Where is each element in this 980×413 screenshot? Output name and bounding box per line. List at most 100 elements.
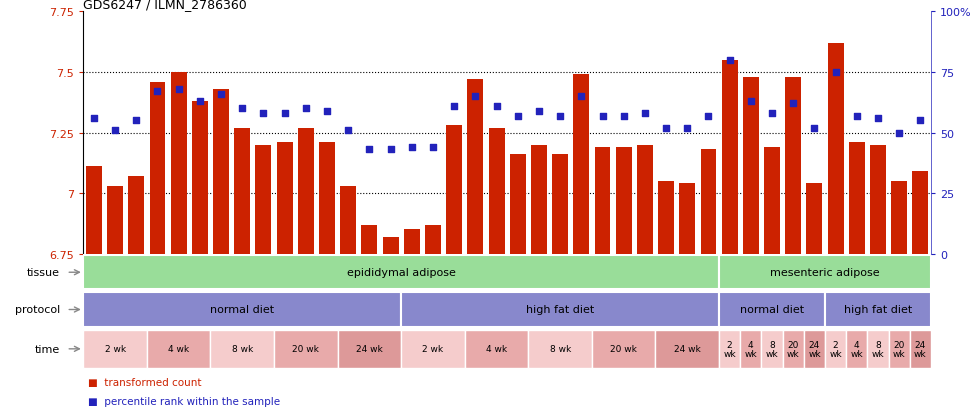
Text: 2 wk: 2 wk — [422, 344, 444, 354]
Bar — [740, 330, 761, 368]
Point — [510, 113, 525, 120]
Point — [467, 94, 483, 100]
Bar — [382, 237, 399, 254]
Text: normal diet: normal diet — [740, 305, 805, 315]
Point — [679, 125, 695, 132]
Text: high fat diet: high fat diet — [526, 305, 594, 315]
Bar — [319, 143, 335, 254]
Bar — [867, 330, 889, 368]
Text: 4 wk: 4 wk — [169, 344, 189, 354]
Bar — [274, 330, 337, 368]
Bar — [425, 225, 441, 254]
Point — [171, 86, 186, 93]
Point — [785, 101, 801, 107]
Bar — [679, 184, 695, 254]
Bar — [573, 75, 589, 254]
Point — [362, 147, 377, 153]
Point — [86, 115, 102, 122]
Bar — [404, 230, 419, 254]
Bar — [891, 181, 907, 254]
Text: 4
wk: 4 wk — [851, 340, 863, 358]
Bar — [401, 293, 719, 327]
Point — [128, 118, 144, 124]
Bar — [828, 44, 844, 254]
Bar — [467, 80, 483, 254]
Bar — [256, 145, 271, 254]
Bar — [719, 256, 931, 290]
Point — [659, 125, 674, 132]
Text: tissue: tissue — [27, 268, 60, 278]
Text: protocol: protocol — [15, 305, 60, 315]
Text: ■  percentile rank within the sample: ■ percentile rank within the sample — [88, 396, 280, 406]
Bar — [465, 330, 528, 368]
Bar — [489, 128, 505, 254]
Bar — [656, 330, 719, 368]
Text: high fat diet: high fat diet — [844, 305, 912, 315]
Bar — [446, 126, 463, 254]
Point — [340, 128, 356, 134]
Bar — [825, 293, 931, 327]
Bar — [701, 150, 716, 254]
Point — [404, 145, 419, 151]
Bar — [889, 330, 909, 368]
Point — [234, 106, 250, 112]
Bar — [150, 83, 166, 254]
Bar — [128, 177, 144, 254]
Point — [807, 125, 822, 132]
Point — [892, 130, 907, 136]
Bar — [615, 148, 632, 254]
Bar — [912, 172, 928, 254]
Bar — [362, 225, 377, 254]
Bar — [552, 155, 568, 254]
Bar — [340, 186, 356, 254]
Point — [150, 89, 166, 95]
Bar — [531, 145, 547, 254]
Point — [764, 111, 780, 117]
Text: time: time — [34, 344, 60, 354]
Text: 20 wk: 20 wk — [292, 344, 319, 354]
Point — [276, 111, 292, 117]
Bar — [743, 78, 759, 254]
Bar — [804, 330, 825, 368]
Point — [383, 147, 399, 153]
Bar — [298, 128, 314, 254]
Bar — [337, 330, 401, 368]
Bar — [719, 293, 825, 327]
Bar — [807, 184, 822, 254]
Text: 24 wk: 24 wk — [674, 344, 701, 354]
Point — [425, 145, 441, 151]
Text: 8 wk: 8 wk — [231, 344, 253, 354]
Bar — [592, 330, 656, 368]
Text: 24
wk: 24 wk — [808, 340, 821, 358]
Bar — [909, 330, 931, 368]
Point — [615, 113, 631, 120]
Text: 20
wk: 20 wk — [787, 340, 800, 358]
Point — [319, 108, 335, 115]
Point — [107, 128, 122, 134]
Bar — [192, 102, 208, 254]
Bar — [595, 148, 611, 254]
Bar — [171, 73, 186, 254]
Text: GDS6247 / ILMN_2786360: GDS6247 / ILMN_2786360 — [83, 0, 247, 11]
Bar — [785, 78, 802, 254]
Bar — [147, 330, 211, 368]
Point — [573, 94, 589, 100]
Text: epididymal adipose: epididymal adipose — [347, 268, 456, 278]
Text: 8
wk: 8 wk — [765, 340, 778, 358]
Point — [214, 91, 229, 98]
Point — [256, 111, 271, 117]
Point — [743, 98, 759, 105]
Bar — [719, 330, 740, 368]
Point — [531, 108, 547, 115]
Bar — [213, 90, 229, 254]
Text: 2
wk: 2 wk — [723, 340, 736, 358]
Point — [298, 106, 314, 112]
Point — [701, 113, 716, 120]
Bar — [721, 61, 738, 254]
Bar — [83, 293, 401, 327]
Bar — [764, 148, 780, 254]
Text: 20 wk: 20 wk — [611, 344, 637, 354]
Text: normal diet: normal diet — [210, 305, 274, 315]
Bar — [849, 143, 864, 254]
Text: 20
wk: 20 wk — [893, 340, 906, 358]
